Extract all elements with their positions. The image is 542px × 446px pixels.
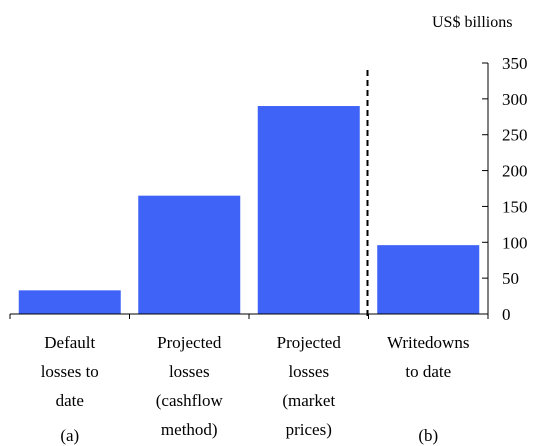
group-label-1: (b)	[418, 426, 438, 445]
y-tick-label-3: 150	[502, 197, 528, 216]
bar-2	[257, 106, 360, 315]
y-tick-label-1: 50	[502, 269, 519, 288]
category-label-2-line-0: Projected	[277, 333, 342, 352]
category-label-0-line-1: losses to	[41, 362, 99, 381]
category-label-2-line-1: losses	[288, 362, 329, 381]
group-label-0: (a)	[60, 426, 79, 445]
y-tick-label-0: 0	[502, 305, 511, 324]
bar-0	[18, 290, 121, 314]
y-tick-label-5: 250	[502, 126, 528, 145]
y-tick-label-6: 300	[502, 90, 528, 109]
category-label-1-line-2: (cashflow	[156, 391, 224, 410]
y-axis-unit-label: US$ billions	[432, 14, 513, 31]
category-label-3-line-0: Writedowns	[387, 333, 469, 352]
category-label-3-line-1: to date	[405, 362, 451, 381]
category-label-1-line-1: losses	[169, 362, 210, 381]
bar-1	[138, 195, 241, 314]
category-label-2-line-2: (market	[282, 391, 335, 410]
bar-3	[377, 245, 480, 314]
category-label-1-line-0: Projected	[157, 333, 222, 352]
category-label-2-line-3: prices)	[286, 420, 332, 439]
y-tick-label-4: 200	[502, 162, 528, 181]
category-label-0-line-0: Default	[44, 333, 95, 352]
y-tick-label-2: 100	[502, 233, 528, 252]
category-label-0-line-2: date	[56, 391, 84, 410]
category-label-1-line-3: method)	[161, 420, 218, 439]
y-tick-label-7: 350	[502, 54, 528, 73]
